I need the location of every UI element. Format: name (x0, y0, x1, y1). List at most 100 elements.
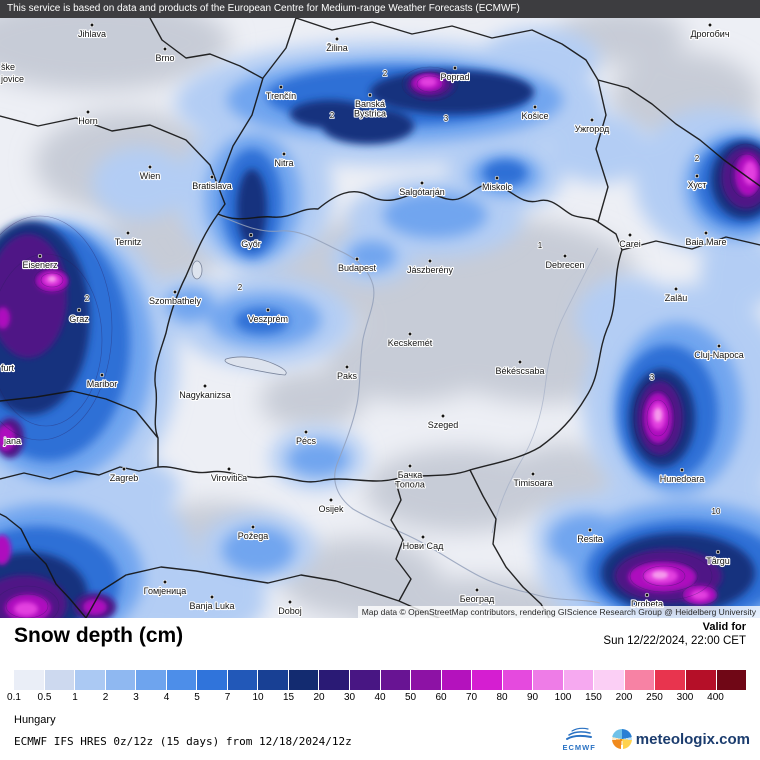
edge-clipped-labels: ške jovice furt jana (0, 61, 25, 447)
meteologix-brand-label: meteologix.com (635, 730, 750, 748)
legend-tick: 15 (282, 692, 295, 703)
legend-swatch (655, 670, 687, 690)
city-dot (172, 289, 178, 295)
city-label: Zalău (665, 293, 688, 303)
city-dot (407, 463, 413, 469)
city-dot (250, 524, 256, 530)
country-borders (0, 17, 760, 619)
lake-neusiedl (191, 260, 203, 280)
city-label: Гомјеница (144, 586, 187, 596)
city-dot (427, 258, 433, 264)
city-dot (532, 104, 538, 110)
edge-label: jovice (0, 74, 24, 84)
city-dot (644, 592, 650, 598)
city-dot (354, 256, 360, 262)
ecmwf-logo[interactable]: ECMWF (562, 726, 595, 752)
city-dot (281, 151, 287, 157)
city-label: Košice (521, 111, 548, 121)
city-label: Horn (78, 116, 98, 126)
city-dot (209, 594, 215, 600)
legend-tick: 100 (554, 692, 572, 703)
city-markers: Jihlava Brno Žilina Poprad Trenčín Banská Byst… (21, 22, 745, 617)
city-dot (694, 173, 700, 179)
city-label: Wien (140, 171, 161, 181)
city-label: Banská Bystrica (354, 99, 386, 119)
legend-swatch (686, 670, 717, 690)
city-label: Hunedoara (660, 474, 705, 484)
weather-map[interactable]: 2 3 2 2 2 10 3 2 1 Jihlava Brno Žilina Poprad Trenčí… (0, 0, 760, 661)
city-dot (494, 175, 500, 181)
city-dot (420, 534, 426, 540)
city-label: Debrecen (545, 260, 584, 270)
legend-swatch (624, 670, 656, 690)
contour-value-label: 2 (330, 111, 335, 120)
legend-swatch (227, 670, 259, 690)
city-dot (419, 180, 425, 186)
contour-value-label: 2 (695, 154, 700, 163)
legend-tick: 0.5 (37, 692, 52, 703)
city-label: Дрогобич (690, 29, 729, 39)
legend-tick: 20 (313, 692, 325, 703)
legend-tick: 30 (343, 692, 356, 703)
city-dot (37, 253, 43, 259)
legend-tick: 250 (646, 692, 663, 703)
legend-swatch (716, 670, 747, 690)
city-dot (162, 46, 168, 52)
legend-tick: 40 (374, 692, 386, 703)
legend-swatch (258, 670, 289, 690)
ecmwf-service-banner: This service is based on data and produc… (0, 0, 760, 18)
legend-swatch (472, 670, 503, 690)
city-dot (226, 466, 232, 472)
legend-title: Snow depth (cm) (14, 624, 184, 647)
city-label: Carei (619, 239, 641, 249)
valid-time-block: Valid for Sun 12/22/2024, 22:00 CET (603, 621, 746, 647)
legend-swatch (411, 670, 442, 690)
city-label: Graz (69, 314, 89, 324)
city-label: Osijek (318, 504, 344, 514)
legend-tick: 150 (585, 692, 602, 703)
color-scale-ticks: 0.1 0.5 1 2 3 4 5 7 10 15 20 30 40 50 60 70 80 90 100 150 20… (7, 692, 746, 705)
city-dot (344, 364, 350, 370)
city-label: Banja Luka (189, 601, 234, 611)
city-label: Doboj (278, 606, 302, 616)
city-label: Požega (238, 531, 269, 541)
legend-swatch (14, 670, 45, 690)
city-dot (562, 253, 568, 259)
city-label: Brno (155, 53, 174, 63)
city-label: Žilina (326, 43, 348, 53)
legend-swatch (197, 670, 228, 690)
region-label: Hungary (14, 714, 56, 726)
legend-swatch (533, 670, 564, 690)
meteologix-logo[interactable]: meteologix.com (611, 729, 750, 749)
meteologix-pinwheel-icon (611, 729, 632, 749)
legend-tick: 3 (133, 692, 139, 703)
contour-value-label: 2 (383, 69, 388, 78)
city-dot (474, 587, 480, 593)
tisza-river (491, 247, 599, 534)
city-label: Trenčín (266, 91, 296, 101)
contour-value-label: 3 (650, 373, 655, 382)
city-label: Eisenerz (22, 260, 58, 270)
edge-label: jana (3, 436, 21, 446)
legend-tick: 2 (102, 692, 109, 703)
city-dot (517, 359, 523, 365)
city-dot (85, 109, 91, 115)
legend-swatch (380, 670, 412, 690)
legend-tick: 4 (163, 692, 170, 703)
city-label: Bratislava (192, 181, 232, 191)
city-label: Timisoara (513, 478, 552, 488)
city-dot (703, 230, 709, 236)
city-label: Бачка Топола (395, 470, 425, 490)
legend-swatch (105, 670, 137, 690)
city-dot (673, 286, 679, 292)
legend-swatch (502, 670, 534, 690)
city-dot (209, 174, 215, 180)
city-label: Szeged (428, 420, 459, 430)
legend-tick: 1 (72, 692, 78, 703)
city-label: Pécs (296, 436, 317, 446)
city-dot (679, 467, 685, 473)
legend-swatch (594, 670, 625, 690)
legend-tick: 300 (676, 692, 694, 703)
city-dot (589, 117, 595, 123)
city-dot (147, 164, 153, 170)
